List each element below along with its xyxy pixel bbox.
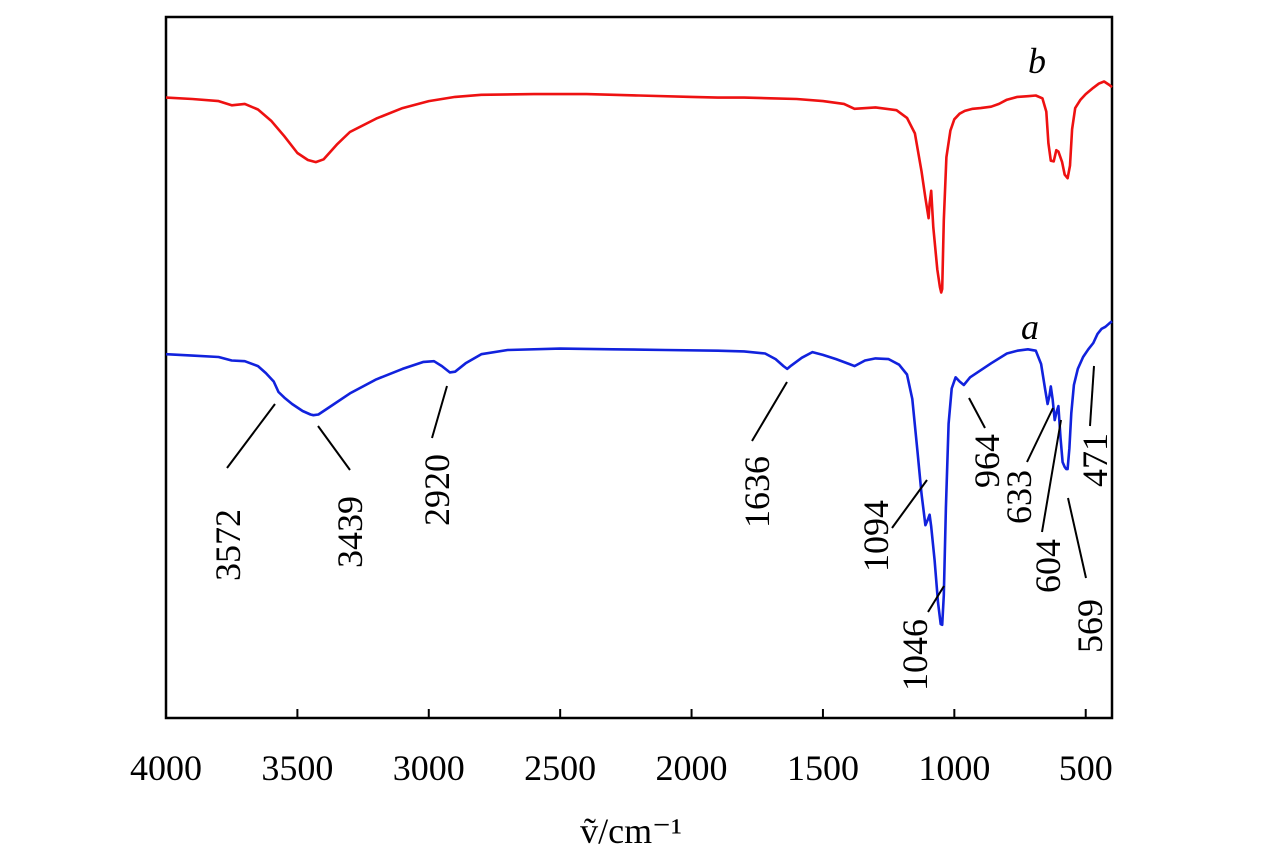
peak-label-1094: 1094 [856, 500, 896, 572]
peak-label-3439: 3439 [330, 496, 370, 568]
peak-label-633: 633 [999, 470, 1039, 524]
peak-leader-964 [968, 397, 986, 429]
peak-leader-lines [226, 365, 1095, 613]
peak-label-2920: 2920 [417, 454, 457, 526]
x-tick-label: 2500 [524, 748, 596, 788]
x-tick-label: 1000 [918, 748, 990, 788]
peak-label-964: 964 [967, 434, 1007, 488]
peak-leader-471 [1089, 365, 1095, 427]
x-tick-label: 3500 [261, 748, 333, 788]
series-b-label: b [1028, 41, 1046, 81]
peak-label-1636: 1636 [737, 456, 777, 528]
peak-label-471: 471 [1075, 433, 1115, 487]
peak-leader-569 [1067, 497, 1087, 579]
x-tick-label: 500 [1059, 748, 1113, 788]
series-b-line [165, 80, 1113, 294]
x-tick-label: 1500 [787, 748, 859, 788]
x-axis-ticks: 4000 3500 3000 2500 2000 1500 1000 500 [130, 709, 1113, 788]
series-a-label: a [1021, 307, 1039, 347]
peak-leader-633 [1026, 407, 1054, 463]
peak-leader-604 [1041, 419, 1062, 533]
peak-leader-3572 [226, 403, 276, 469]
x-axis-title: ṽ/cm⁻¹ [580, 811, 682, 851]
series-labels: ba [1021, 41, 1046, 347]
peak-label-3572: 3572 [208, 509, 248, 581]
peak-leader-3439 [317, 425, 351, 471]
peak-leader-1046 [927, 585, 945, 613]
peak-label-569: 569 [1070, 599, 1110, 653]
x-tick-label: 4000 [130, 748, 202, 788]
peak-leader-1636 [751, 381, 788, 442]
x-tick-label: 2000 [656, 748, 728, 788]
x-tick-label: 3000 [393, 748, 465, 788]
peak-label-1046: 1046 [895, 619, 935, 691]
plot-frame [164, 15, 1114, 720]
series-lines [165, 80, 1113, 627]
peak-leader-2920 [431, 385, 448, 439]
peak-label-604: 604 [1028, 539, 1068, 593]
peak-leader-1094 [891, 479, 928, 529]
